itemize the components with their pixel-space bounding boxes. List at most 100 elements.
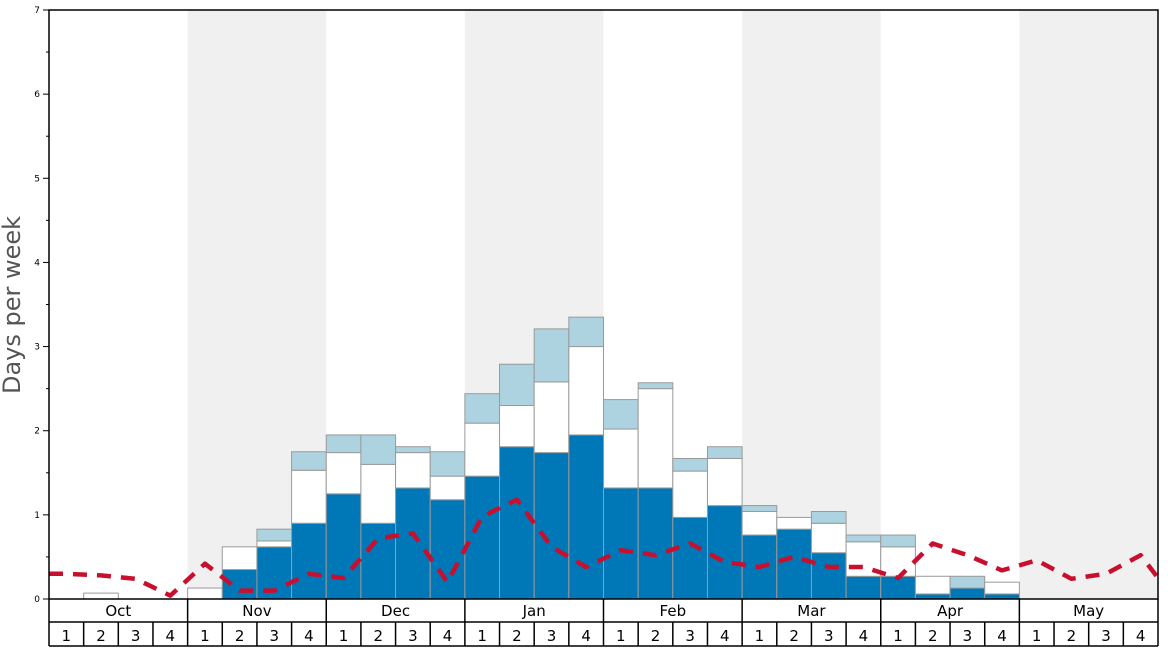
bar-middle <box>291 469 327 524</box>
bar-middle <box>429 475 466 501</box>
week-label: 1 <box>893 627 903 645</box>
bar-bottom <box>776 528 812 600</box>
week-label: 2 <box>1067 627 1077 645</box>
bar-middle <box>568 346 604 436</box>
bar-top <box>810 510 847 524</box>
y-tick-label: 3 <box>34 343 40 353</box>
bar-middle <box>395 452 431 489</box>
y-axis: 0 1 2 3 4 5 6 7 <box>34 6 49 605</box>
bar-bottom <box>914 593 951 600</box>
y-tick-label: 2 <box>34 427 40 437</box>
bar-middle <box>256 540 293 548</box>
week-label: 2 <box>96 627 106 645</box>
week-label: 4 <box>304 627 314 645</box>
x-axis: Oct Nov Dec Jan Feb Mar Apr May 1 2 3 4 1 2 3 4 1 2 3 4 1 2 3 4… <box>48 599 1159 647</box>
week-label: 4 <box>859 627 869 645</box>
bar-bottom <box>637 487 674 600</box>
bar-middle <box>914 575 951 595</box>
month-label-apr: Apr <box>937 602 964 620</box>
month-label-mar: Mar <box>797 602 826 620</box>
month-label-jan: Jan <box>522 602 546 620</box>
bar-middle <box>533 381 570 454</box>
bar-top <box>949 575 986 589</box>
bar-top <box>499 363 535 406</box>
week-label: 3 <box>408 627 418 645</box>
bar-bottom <box>429 499 466 600</box>
y-tick-label: 4 <box>34 258 40 268</box>
bar-top <box>395 446 431 454</box>
week-label: 4 <box>997 627 1007 645</box>
bar-top <box>429 451 466 477</box>
month-label-dec: Dec <box>381 602 410 620</box>
bar-middle <box>83 592 119 600</box>
bar-top <box>464 393 501 424</box>
bar-middle <box>187 587 223 600</box>
bar-top <box>533 328 570 383</box>
bar-top <box>360 434 397 465</box>
month-band-may <box>1019 10 1158 599</box>
bar-bottom <box>395 487 431 600</box>
y-tick-label: 0 <box>34 595 40 605</box>
week-label: 3 <box>547 627 557 645</box>
bar-bottom <box>949 587 986 600</box>
week-label: 4 <box>581 627 591 645</box>
bar-top <box>672 457 708 472</box>
y-tick-label: 5 <box>34 174 40 184</box>
week-label: 1 <box>616 627 626 645</box>
bar-bottom <box>325 493 362 600</box>
week-label: 2 <box>789 627 799 645</box>
week-label: 4 <box>166 627 176 645</box>
bar-middle <box>706 457 743 507</box>
bar-top <box>741 505 778 512</box>
bar-middle <box>325 452 362 495</box>
y-tick-label: 6 <box>34 90 40 100</box>
bar-bottom <box>533 452 570 600</box>
bar-middle <box>221 546 258 571</box>
week-label: 3 <box>269 627 279 645</box>
bar-middle <box>637 388 674 489</box>
week-label: 2 <box>373 627 383 645</box>
bar-top <box>256 528 293 542</box>
bar-middle <box>741 510 778 536</box>
bar-top <box>291 451 327 471</box>
bar-bottom <box>603 487 639 600</box>
bar-middle <box>810 522 847 554</box>
bar-top <box>637 382 674 390</box>
y-axis-label: Days per week <box>0 216 26 394</box>
week-label: 3 <box>963 627 973 645</box>
bar-middle <box>499 404 535 448</box>
bar-top <box>603 399 639 430</box>
week-label: 2 <box>651 627 661 645</box>
week-label: 1 <box>62 627 72 645</box>
week-label: 2 <box>512 627 522 645</box>
week-label: 1 <box>1032 627 1042 645</box>
bar-top <box>845 534 882 543</box>
month-label-feb: Feb <box>660 602 687 620</box>
bar-top <box>706 446 743 459</box>
bar-middle <box>360 463 397 524</box>
bar-middle <box>984 581 1020 595</box>
week-label: 3 <box>685 627 695 645</box>
bar-bottom <box>845 575 882 600</box>
bar-bottom <box>221 569 258 600</box>
bar-middle <box>776 516 812 530</box>
week-label: 2 <box>235 627 245 645</box>
bar-bottom <box>291 522 327 600</box>
week-label: 4 <box>1136 627 1146 645</box>
week-label: 1 <box>200 627 210 645</box>
week-label: 1 <box>477 627 487 645</box>
week-label: 1 <box>339 627 349 645</box>
y-tick-label: 7 <box>34 6 40 16</box>
month-label-oct: Oct <box>105 602 131 620</box>
week-label: 2 <box>928 627 938 645</box>
bar-top <box>325 434 362 454</box>
week-label: 3 <box>1101 627 1111 645</box>
average-line-path <box>49 497 1160 598</box>
week-label: 3 <box>824 627 834 645</box>
week-label: 1 <box>755 627 765 645</box>
bar-middle <box>603 428 639 489</box>
bar-bottom <box>568 434 604 600</box>
bar-bottom <box>810 552 847 600</box>
